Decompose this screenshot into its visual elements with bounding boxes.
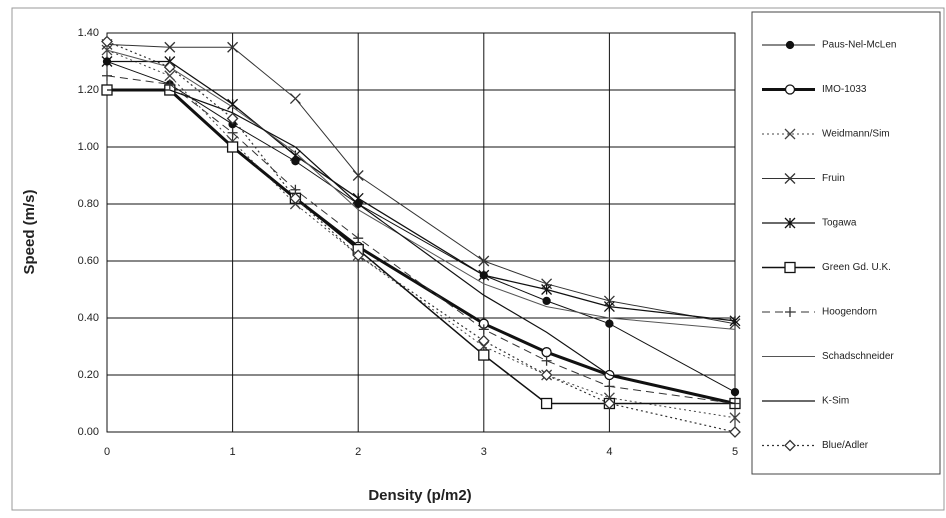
marker	[606, 320, 613, 327]
marker	[543, 297, 550, 304]
legend-label: Green Gd. U.K.	[822, 262, 891, 273]
legend-marker	[786, 85, 795, 94]
legend-label: Togawa	[822, 218, 857, 229]
legend-label: Paus-Nel-McLen	[822, 40, 896, 51]
marker	[353, 233, 363, 243]
y-tick-label: 0.20	[78, 369, 99, 381]
series-line	[107, 50, 735, 418]
x-tick-label: 3	[481, 446, 487, 458]
y-tick-label: 1.20	[78, 84, 99, 96]
marker	[604, 381, 614, 391]
x-tick-label: 5	[732, 446, 738, 458]
marker	[228, 142, 238, 152]
y-tick-label: 1.00	[78, 141, 99, 153]
marker	[732, 389, 739, 396]
page: {"chart_data": {"type": "line", "x_label…	[0, 0, 946, 518]
marker	[479, 350, 489, 360]
series-line	[107, 50, 735, 329]
y-axis-label: Speed (m/s)	[21, 189, 38, 274]
series-line	[107, 62, 735, 393]
plot-area	[107, 33, 735, 432]
marker	[542, 348, 551, 357]
x-tick-label: 0	[104, 446, 110, 458]
x-tick-label: 4	[606, 446, 612, 458]
legend-label: Hoogendorn	[822, 307, 877, 318]
marker	[730, 427, 740, 437]
y-tick-label: 0.80	[78, 198, 99, 210]
series-line	[107, 44, 735, 323]
marker	[542, 399, 552, 409]
marker	[290, 94, 300, 104]
marker	[542, 356, 552, 366]
marker	[228, 99, 238, 109]
marker	[102, 71, 112, 81]
marker	[479, 336, 489, 346]
legend-label: Fruin	[822, 173, 845, 184]
legend-marker	[785, 263, 795, 273]
x-axis-label: Density (p/m2)	[368, 487, 471, 504]
y-tick-label: 0.00	[78, 426, 99, 438]
legend-label: IMO-1033	[822, 84, 867, 95]
legend-label: K-Sim	[822, 396, 849, 407]
y-tick-label: 0.40	[78, 312, 99, 324]
y-tick-label: 0.60	[78, 255, 99, 267]
legend-label: Schadschneider	[822, 351, 894, 362]
legend-label: Weidmann/Sim	[822, 129, 890, 140]
y-tick-label: 1.40	[78, 27, 99, 39]
marker	[542, 285, 552, 295]
chart: Density (p/m2) Speed (m/s) 0.00 0.20 0.40 0…	[0, 0, 946, 513]
marker	[353, 193, 363, 203]
legend-label: Blue/Adler	[822, 440, 869, 451]
legend-marker	[787, 42, 794, 49]
series-line	[107, 62, 735, 321]
x-tick-label: 1	[230, 446, 236, 458]
x-tick-label: 2	[355, 446, 361, 458]
